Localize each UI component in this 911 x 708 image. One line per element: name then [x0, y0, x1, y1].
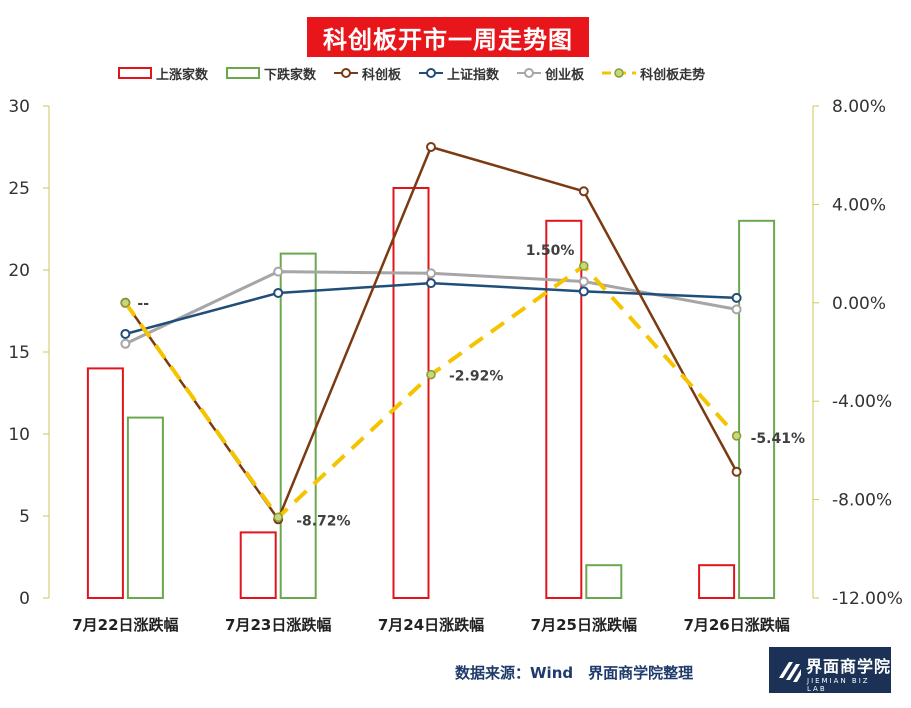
right-tick-label: 0.00%	[832, 294, 886, 314]
x-tick-label: 7月22日涨跌幅	[72, 616, 178, 634]
left-tick-label: 30	[8, 97, 30, 117]
bar-down	[126, 416, 164, 599]
point-sz	[578, 286, 589, 297]
x-tick-label: 7月23日涨跌幅	[225, 616, 331, 634]
legend-label-up: 上涨家数	[156, 67, 209, 83]
trend-data-label: --	[137, 296, 149, 312]
logo-subtext: JIEMIAN BIZ LAB	[807, 677, 870, 693]
legend-item-cyb: 创业板	[517, 64, 584, 83]
lines-layer	[120, 142, 742, 525]
legend-label-kcb: 科创板	[362, 67, 402, 83]
point-sz	[426, 278, 436, 289]
legend-swatch-up	[118, 67, 152, 79]
bar-down	[585, 564, 623, 600]
bar-up	[698, 564, 736, 600]
trend-data-label: -8.72%	[296, 513, 350, 529]
right-tick-label: 4.00%	[832, 195, 886, 215]
right-tick-label: -8.00%	[832, 491, 892, 511]
trend-data-label: -5.41%	[751, 431, 805, 447]
bar-down	[279, 252, 317, 599]
trend-data-label: 1.50%	[526, 243, 575, 259]
bar-up	[392, 187, 430, 599]
legend-label-sz: 上证指数	[447, 67, 500, 83]
point-kcb-trend	[120, 298, 131, 308]
point-kcb-trend	[273, 512, 283, 523]
legend: 上涨家数 下跌家数 科创板 上证指数 创业板 科创板走势	[118, 64, 723, 83]
chart-title: 科创板开市一周走势图	[307, 17, 589, 57]
data-labels: -- -8.72% -2.92% 1.50% -5.41%	[137, 243, 805, 529]
right-tick-label: -4.00%	[832, 392, 892, 412]
point-cyb	[273, 266, 284, 277]
legend-swatch-trend	[602, 68, 637, 78]
left-axis: 0 5 10 15 20 25 30	[8, 97, 50, 609]
logo-stripes-icon	[779, 662, 801, 682]
x-tick-label: 7月25日涨跌幅	[531, 616, 637, 634]
line-kcb	[124, 145, 738, 521]
chart: 0 5 10 15 20 25 30 -12.00% -8.00% -4.00% 0.00% 4.0…	[8, 97, 903, 634]
legend-swatch-cyb	[517, 68, 542, 78]
legend-swatch-down	[226, 67, 261, 79]
legend-label-cyb: 创业板	[545, 67, 585, 83]
point-cyb	[731, 304, 742, 315]
line-sz	[125, 281, 737, 336]
point-kcb-trend	[426, 369, 436, 380]
point-sz	[120, 328, 131, 339]
left-tick-label: 5	[19, 507, 30, 527]
left-tick-label: 25	[8, 179, 30, 199]
legend-item-down: 下跌家数	[226, 64, 316, 83]
logo-text: 界面商学院	[806, 657, 892, 676]
logo: 界面商学院 JIEMIAN BIZ LAB	[769, 647, 891, 693]
bar-up	[86, 367, 124, 599]
legend-label-trend: 科创板走势	[640, 67, 706, 83]
point-kcb-trend	[579, 261, 589, 271]
point-cyb	[426, 268, 436, 279]
left-tick-label: 0	[19, 589, 30, 609]
legend-item-trend: 科创板走势	[602, 64, 705, 83]
point-kcb-trend	[731, 431, 742, 441]
point-sz	[731, 292, 742, 303]
right-axis: -12.00% -8.00% -4.00% 0.00% 4.00% 8.00%	[812, 97, 903, 609]
point-cyb	[120, 338, 131, 349]
bar-up	[545, 219, 583, 600]
trend-data-label: -2.92%	[449, 369, 503, 385]
x-axis-labels: 7月22日涨跌幅 7月23日涨跌幅 7月24日涨跌幅 7月25日涨跌幅 7月26日涨跌幅	[72, 616, 790, 634]
right-tick-label: 8.00%	[832, 97, 886, 117]
x-tick-label: 7月26日涨跌幅	[683, 616, 789, 634]
point-cyb	[578, 276, 589, 287]
legend-item-up: 上涨家数	[118, 64, 208, 83]
legend-swatch-kcb	[334, 68, 359, 78]
point-kcb	[578, 186, 589, 197]
legend-swatch-sz	[419, 68, 444, 78]
source-note: 数据来源：Wind 界面商学院整理	[455, 664, 694, 682]
right-tick-label: -12.00%	[832, 589, 903, 609]
point-kcb	[731, 466, 742, 477]
bars-layer	[86, 187, 776, 600]
left-tick-label: 15	[8, 343, 30, 363]
left-tick-label: 20	[8, 261, 30, 281]
x-tick-label: 7月24日涨跌幅	[378, 616, 484, 634]
legend-item-sz: 上证指数	[419, 64, 499, 83]
bar-down	[738, 219, 776, 600]
point-kcb	[426, 142, 436, 152]
bar-up	[239, 531, 277, 600]
left-tick-label: 10	[8, 425, 30, 445]
legend-item-kcb: 科创板	[334, 64, 401, 83]
point-sz	[273, 287, 284, 298]
legend-label-down: 下跌家数	[264, 67, 317, 83]
